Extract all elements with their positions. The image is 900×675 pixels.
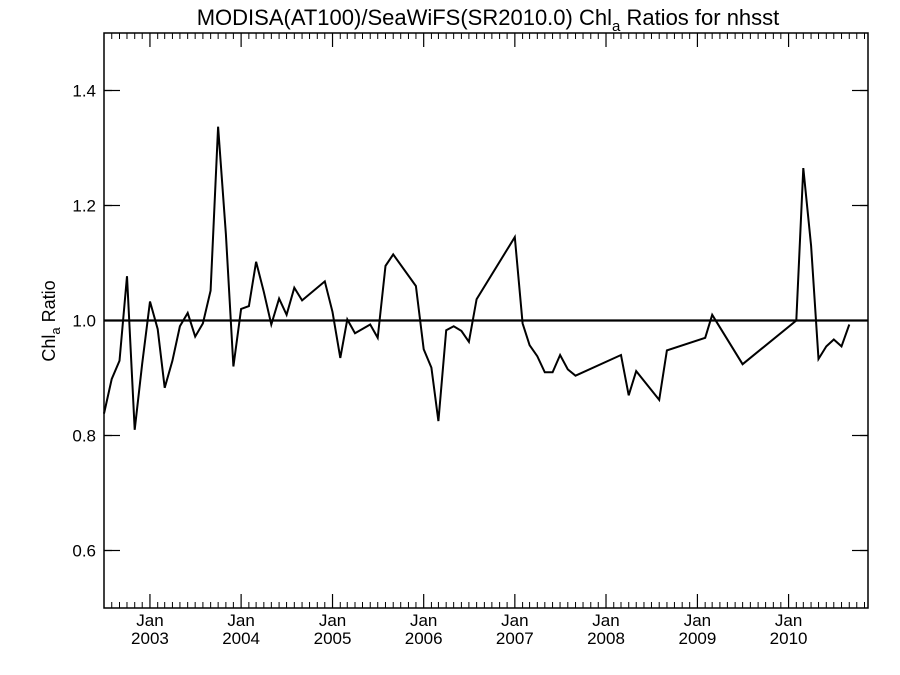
x-tick-label-year: 2005: [314, 629, 352, 648]
x-tick-label-year: 2009: [679, 629, 717, 648]
plot-frame: [103, 32, 869, 609]
x-tick-label-year: 2008: [587, 629, 625, 648]
x-tick-label-month: Jan: [319, 611, 346, 630]
y-axis-label-subscript: a: [48, 327, 63, 335]
y-tick-label: 0.6: [72, 542, 96, 561]
y-axis-label: Chla Ratio: [39, 280, 63, 361]
x-tick-label-year: 2004: [222, 629, 260, 648]
x-tick-label-month: Jan: [501, 611, 528, 630]
x-tick-label-month: Jan: [684, 611, 711, 630]
x-tick-label-month: Jan: [410, 611, 437, 630]
data-layer: [103, 126, 868, 430]
chart-title-tail: Ratios for nhsst: [620, 5, 779, 30]
x-tick-label-year: 2010: [770, 629, 808, 648]
x-tick-label-month: Jan: [227, 611, 254, 630]
x-tick-label-month: Jan: [592, 611, 619, 630]
x-tick-label-year: 2006: [405, 629, 443, 648]
x-tick-label-month: Jan: [136, 611, 163, 630]
chart-title-main: MODISA(AT100)/SeaWiFS(SR2010.0) Chl: [197, 5, 612, 30]
chart-title-subscript: a: [612, 18, 621, 35]
y-tick-label: 1.4: [72, 82, 96, 101]
series-line: [103, 126, 851, 430]
x-tick-label-year: 2003: [131, 629, 169, 648]
y-tick-label: 1.0: [72, 312, 96, 331]
y-axis-label-main: Chl: [39, 335, 59, 362]
y-axis-label-tail: Ratio: [39, 280, 59, 327]
x-tick-label-month: Jan: [775, 611, 802, 630]
x-tick-label-year: 2007: [496, 629, 534, 648]
y-tick-label: 0.8: [72, 427, 96, 446]
axes: 0.60.81.01.21.4Jan2003Jan2004Jan2005Jan2…: [72, 33, 868, 648]
y-tick-label: 1.2: [72, 197, 96, 216]
chart-title: MODISA(AT100)/SeaWiFS(SR2010.0) Chla Rat…: [197, 5, 780, 35]
